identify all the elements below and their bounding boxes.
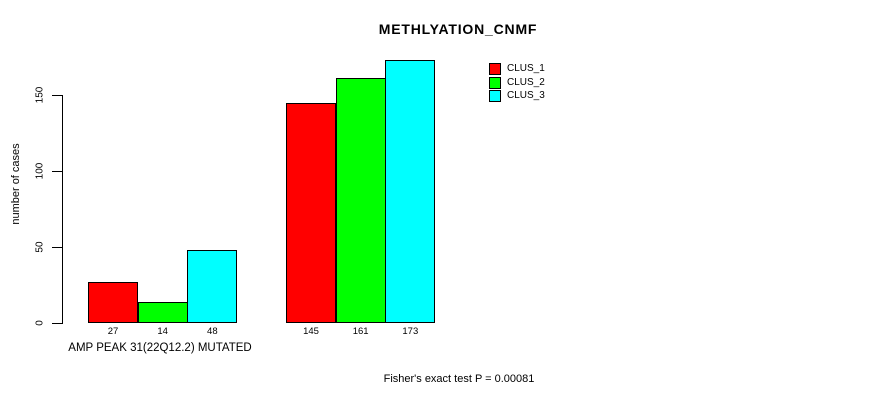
legend-row: CLUS_1 (489, 63, 545, 75)
bar (187, 250, 238, 323)
bar (137, 301, 188, 323)
bar-value-label: 161 (352, 326, 369, 337)
bar-value-label: 14 (157, 326, 168, 337)
y-tick-label: 100 (34, 162, 46, 180)
legend-row: CLUS_2 (489, 76, 545, 89)
bar (286, 102, 336, 323)
legend-label: CLUS_1 (507, 63, 545, 74)
y-tick-label: 150 (34, 86, 46, 104)
y-tick (52, 247, 63, 248)
y-axis-line (62, 95, 63, 324)
bar-value-label: 173 (402, 326, 419, 337)
bar (88, 281, 138, 323)
y-tick (52, 95, 63, 96)
p-value-annotation: Fisher's exact test P = 0.00081 (383, 373, 535, 385)
bar-value-label: 27 (107, 326, 119, 337)
legend: CLUS_1 CLUS_2 CLUS_3 (489, 63, 545, 105)
y-tick-label: 50 (34, 241, 46, 253)
legend-swatch (489, 76, 501, 89)
bar (335, 78, 386, 323)
legend-row: CLUS_3 (489, 90, 545, 102)
bar-value-label: 48 (207, 326, 218, 337)
legend-label: CLUS_3 (507, 90, 545, 101)
chart-title: METHLYATION_CNMF (378, 21, 538, 37)
bar (385, 60, 436, 323)
y-tick-label: 0 (34, 320, 46, 326)
y-tick (52, 171, 63, 172)
legend-swatch (489, 90, 501, 102)
bar-value-label: 145 (303, 326, 319, 337)
legend-swatch (489, 63, 501, 75)
legend-label: CLUS_2 (507, 76, 545, 88)
x-axis-group-label: AMP PEAK 31(22Q12.2) MUTATED (68, 342, 252, 354)
y-tick (52, 323, 63, 324)
